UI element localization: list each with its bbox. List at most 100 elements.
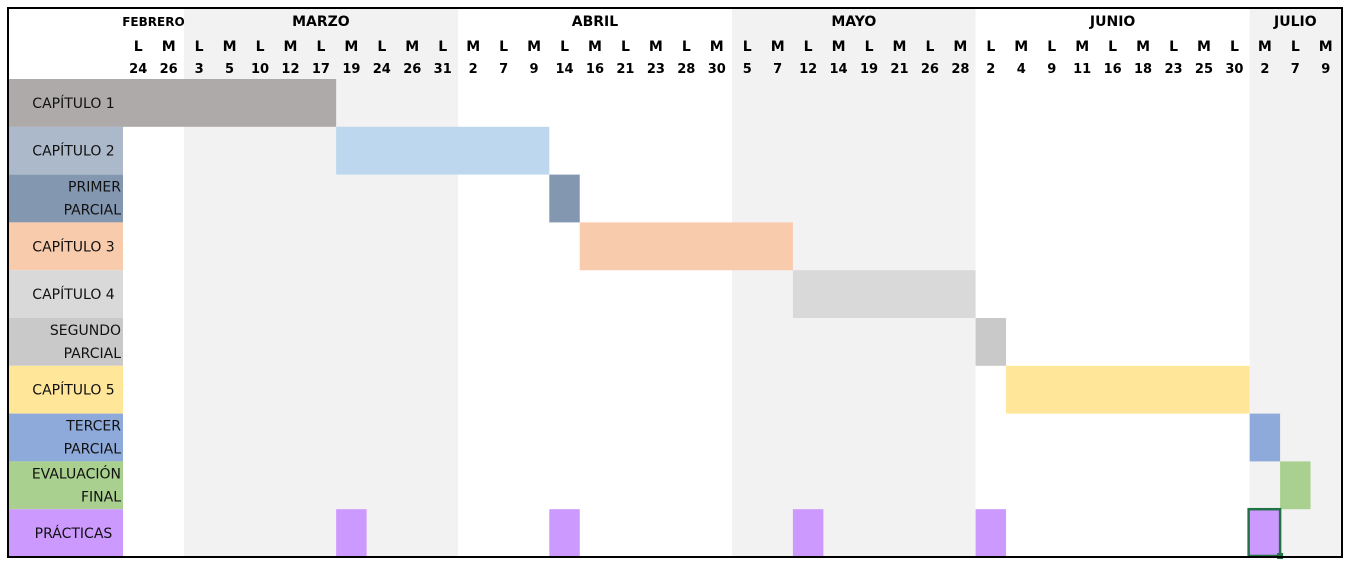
day-letter: L xyxy=(377,39,386,55)
task-bar-segment xyxy=(792,509,824,557)
month-label: JUNIO xyxy=(1089,14,1136,30)
task-label-cell xyxy=(8,174,123,223)
day-date: 23 xyxy=(1164,62,1182,77)
month-label: FEBRERO xyxy=(122,15,184,29)
day-date: 21 xyxy=(890,62,908,77)
task-label-cell xyxy=(8,413,123,462)
day-date: 14 xyxy=(830,62,848,77)
task-label-cell xyxy=(8,365,123,414)
day-date: 7 xyxy=(499,62,508,77)
month-label: MAYO xyxy=(831,14,876,30)
day-date: 2 xyxy=(469,62,478,77)
task-label-cell xyxy=(8,461,123,510)
day-letter: M xyxy=(344,39,358,55)
task-label-line: SEGUNDO xyxy=(50,323,121,339)
day-letter: L xyxy=(256,39,265,55)
day-date: 17 xyxy=(312,62,330,77)
task-label-line: PRIMER xyxy=(68,180,121,196)
day-letter: M xyxy=(405,39,419,55)
day-letter: L xyxy=(1047,39,1056,55)
day-date: 23 xyxy=(647,62,665,77)
day-date: 26 xyxy=(921,62,939,77)
task-bar xyxy=(336,126,550,175)
day-date: 30 xyxy=(1225,62,1243,77)
day-letter: M xyxy=(466,39,480,55)
day-date: 7 xyxy=(773,62,782,77)
day-letter: M xyxy=(710,39,724,55)
day-date: 19 xyxy=(860,62,878,77)
task-bar xyxy=(579,222,793,271)
day-letter: M xyxy=(649,39,663,55)
day-date: 31 xyxy=(434,62,452,77)
day-date: 14 xyxy=(555,62,573,77)
day-letter: M xyxy=(162,39,176,55)
day-letter: M xyxy=(1319,39,1333,55)
task-label-line: PARCIAL xyxy=(64,442,122,458)
day-letter: L xyxy=(621,39,630,55)
day-date: 19 xyxy=(342,62,360,77)
day-letter: M xyxy=(1197,39,1211,55)
task-label-line: TERCER xyxy=(65,419,121,435)
day-letter: L xyxy=(1230,39,1239,55)
day-date: 21 xyxy=(616,62,634,77)
day-letter: L xyxy=(316,39,325,55)
day-letter: L xyxy=(1291,39,1300,55)
day-letter: L xyxy=(1169,39,1178,55)
day-letter: L xyxy=(682,39,691,55)
day-letter: M xyxy=(893,39,907,55)
day-date: 25 xyxy=(1195,62,1213,77)
task-label-cell xyxy=(8,222,123,271)
day-letter: L xyxy=(195,39,204,55)
day-date: 16 xyxy=(586,62,604,77)
task-bar-segment xyxy=(336,509,367,557)
day-letter: M xyxy=(588,39,602,55)
day-date: 30 xyxy=(708,62,726,77)
task-label-line: PARCIAL xyxy=(64,203,122,219)
day-letter: M xyxy=(527,39,541,55)
task-label: CAPÍTULO 2 xyxy=(32,143,114,160)
task-label-cell xyxy=(8,318,123,366)
day-letter: M xyxy=(771,39,785,55)
day-letter: M xyxy=(1075,39,1089,55)
day-letter: L xyxy=(804,39,813,55)
task-bar-segment xyxy=(549,509,580,557)
day-letter: M xyxy=(1258,39,1272,55)
task-label: CAPÍTULO 4 xyxy=(32,286,114,303)
day-date: 18 xyxy=(1134,62,1152,77)
task-bar xyxy=(8,79,337,127)
day-letter: L xyxy=(499,39,508,55)
day-date: 2 xyxy=(1260,62,1269,77)
task-bar xyxy=(1006,365,1250,414)
day-date: 5 xyxy=(743,62,752,77)
day-date: 16 xyxy=(1104,62,1122,77)
day-letter: L xyxy=(560,39,569,55)
task-label-line: EVALUACIÓN xyxy=(32,464,121,482)
month-label: JULIO xyxy=(1273,14,1317,30)
day-letter: M xyxy=(832,39,846,55)
day-letter: L xyxy=(865,39,874,55)
task-bar xyxy=(792,270,976,318)
day-letter: M xyxy=(1136,39,1150,55)
task-label-line: FINAL xyxy=(81,489,121,505)
day-date: 9 xyxy=(1047,62,1056,77)
task-label-line: PARCIAL xyxy=(64,346,122,362)
task-label-cell xyxy=(8,509,123,557)
day-letter: L xyxy=(743,39,752,55)
day-date: 24 xyxy=(129,62,147,77)
outer-border xyxy=(7,7,1343,558)
task-bar-segment xyxy=(975,509,1007,557)
day-date: 9 xyxy=(530,62,539,77)
task-bar xyxy=(975,318,1007,366)
task-bar xyxy=(549,174,580,223)
month-label: ABRIL xyxy=(572,14,618,30)
day-date: 2 xyxy=(986,62,995,77)
day-date: 10 xyxy=(251,62,269,77)
task-label-cell xyxy=(8,270,123,318)
task-label: PRÁCTICAS xyxy=(35,525,113,542)
day-letter: M xyxy=(284,39,298,55)
day-letter: L xyxy=(134,39,143,55)
task-label-cell xyxy=(8,126,123,175)
day-date: 4 xyxy=(1017,62,1026,77)
